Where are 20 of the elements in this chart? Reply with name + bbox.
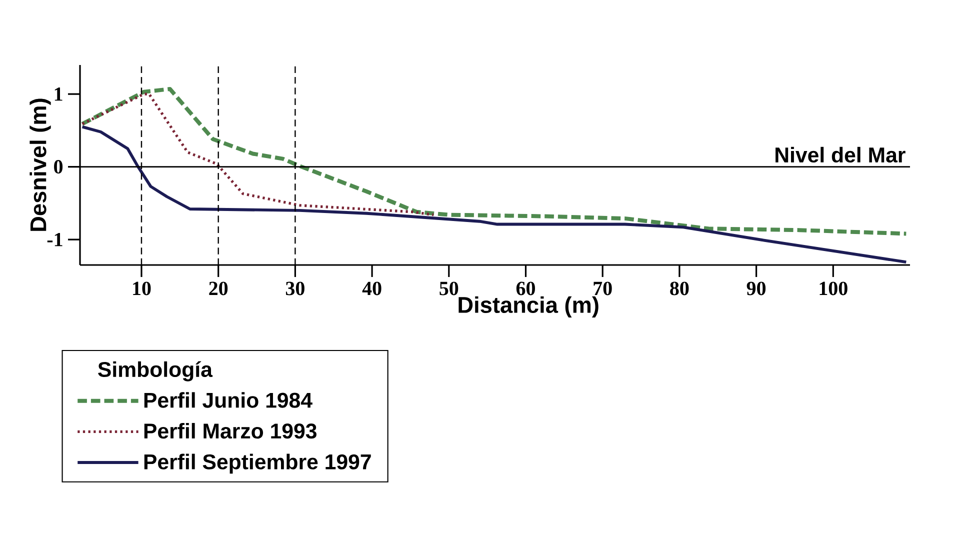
y-axis-title: Desnivel (m) <box>30 98 51 231</box>
x-axis-title: Distancia (m) <box>458 296 598 318</box>
legend-label: Perfil Septiembre 1997 <box>144 454 371 474</box>
x-tick-label: 80 <box>670 282 689 296</box>
legend-label: Perfil Marzo 1993 <box>144 422 316 439</box>
legend-label: Perfil Junio 1984 <box>144 392 312 408</box>
x-tick-label: 30 <box>286 282 304 296</box>
x-tick-label: 60 <box>516 282 535 296</box>
x-tick-label: 70 <box>594 282 612 296</box>
y-tick-label: -1 <box>47 232 62 246</box>
x-tick-label: 10 <box>133 282 151 296</box>
x-tick-label: 90 <box>746 282 766 296</box>
x-tick-label: 40 <box>362 282 382 296</box>
y-tick-label: 1 <box>54 87 62 101</box>
x-tick-label: 20 <box>209 282 228 296</box>
x-tick-label: 50 <box>440 282 458 296</box>
y-tick-label: 0 <box>54 160 63 174</box>
x-tick-label: 100 <box>820 282 848 296</box>
ref-line-label: Nivel del Mar <box>776 146 906 163</box>
legend-title: Simbología <box>98 361 213 382</box>
